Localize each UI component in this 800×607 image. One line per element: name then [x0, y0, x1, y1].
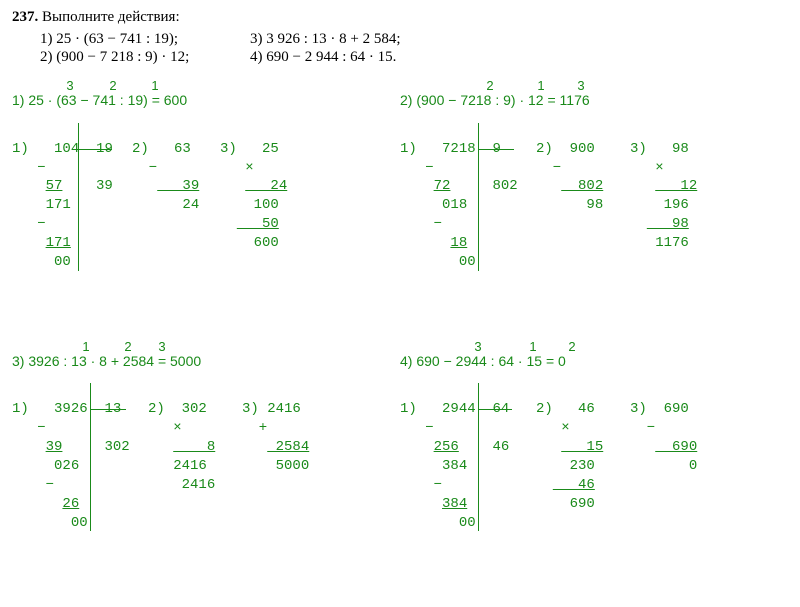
calc-4-1: 1) 2944 64 − 256 46 384 − 384 00 [400, 381, 528, 589]
solution-3: 123 3) 3926 : 13 · 8 + 2584 = 5000 1) 39… [12, 339, 400, 590]
solution-4: 312 4) 690 − 2944 : 64 · 15 = 0 1) 2944 … [400, 339, 788, 590]
op-order-4: 312 [448, 339, 586, 355]
calc-2-3: 3) 98 × 12 196 98 1176 [630, 121, 710, 272]
calc-1-3: 3) 25 × 24 100 50 600 [220, 121, 300, 272]
solution-1: 321 1) 25 · (63 − 741 : 19) = 600 1) 104… [12, 78, 400, 329]
calc-3-1: 1) 3926 13 − 39 302 026 − 26 00 [12, 381, 140, 589]
expr-1: 1) 25 · (63 − 741 : 19) = 600 [12, 92, 400, 109]
expr-3: 3) 3926 : 13 · 8 + 2584 = 5000 [12, 353, 400, 370]
expr-4: 4) 690 − 2944 : 64 · 15 = 0 [400, 353, 788, 370]
problem-item-3: 3) 3 926 : 13 · 8 + 2 584; [250, 30, 460, 48]
calc-3-3: 3) 2416 + 2584 5000 [242, 381, 322, 494]
calc-4-2: 2) 46 × 15 230 46 690 [536, 381, 622, 532]
solution-2: 213 2) (900 − 7218 : 9) · 12 = 1176 1) 7… [400, 78, 788, 329]
calc-1-2: 2) 63 − 39 24 [132, 121, 212, 234]
problem-title: Выполните действия: [42, 9, 180, 25]
problem-header: 237. Выполните действия: [12, 8, 788, 26]
problem-list: 1) 25 · (63 − 741 : 19); 3) 3 926 : 13 ·… [40, 30, 788, 66]
calc-1-1: 1) 104 19 − 57 39 171 − 171 00 [12, 121, 124, 329]
solutions-block: 321 1) 25 · (63 − 741 : 19) = 600 1) 104… [12, 78, 788, 589]
op-order-3: 123 [64, 339, 176, 355]
expr-2: 2) (900 − 7218 : 9) · 12 = 1176 [400, 92, 788, 109]
calc-2-1: 1) 7218 9 − 72 802 018 − 18 00 [400, 121, 528, 329]
problem-number: 237. [12, 9, 38, 25]
calc-2-2: 2) 900 − 802 98 [536, 121, 622, 234]
problem-item-4: 4) 690 − 2 944 : 64 · 15. [250, 48, 460, 66]
calc-3-2: 2) 302 × 8 2416 2416 [148, 381, 234, 513]
op-order-2: 213 [460, 78, 600, 94]
calc-4-3: 3) 690 − 690 0 [630, 381, 710, 494]
problem-item-2: 2) (900 − 7 218 : 9) · 12; [40, 48, 250, 66]
problem-item-1: 1) 25 · (63 − 741 : 19); [40, 30, 250, 48]
op-order-1: 321 [50, 78, 174, 94]
